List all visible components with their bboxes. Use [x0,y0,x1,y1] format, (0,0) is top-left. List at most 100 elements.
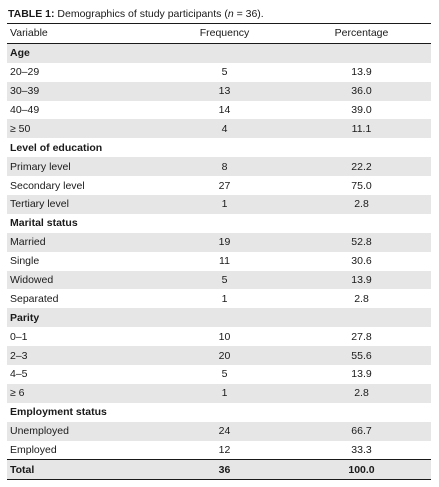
percentage-cell: 11.1 [292,119,431,139]
table-row: Primary level 8 22.2 [7,157,431,177]
percentage-cell: 75.0 [351,179,372,192]
frequency-cell: 5 [221,368,228,381]
caption-count: = 36). [233,8,264,20]
variable-cell: Marital status [10,217,78,230]
variable-cell: Single [10,255,40,268]
frequency-cell: 14 [218,104,231,116]
percentage-cell: 2.8 [292,195,431,214]
frequency-cell: 5 [221,66,228,79]
table-row: ≥ 50 4 11.1 [7,119,431,139]
frequency-cell: 8 [157,157,292,177]
column-header-percentage: Percentage [292,23,431,44]
section-header-row: Parity [7,308,431,328]
percentage-cell: 13.9 [292,270,431,290]
variable-cell: Unemployed [7,421,157,441]
frequency-cell: 10 [218,330,231,343]
percentage-cell: 2.8 [354,292,369,305]
percentage-cell [292,308,431,328]
frequency-cell: 27 [218,179,231,192]
frequency-cell: 1 [157,383,292,403]
percentage-cell [292,138,431,157]
frequency-cell: 19 [157,232,292,252]
section-header-row: Employment status [7,403,431,422]
frequency-cell: 1 [157,195,292,214]
frequency-cell [157,308,292,328]
frequency-cell: 36 [157,459,292,481]
caption-n-symbol: n [227,8,234,20]
variable-cell: Primary level [7,157,157,177]
percentage-cell: 2.8 [292,383,431,403]
variable-cell: Tertiary level [7,195,157,214]
frequency-cell: 5 [157,270,292,290]
percentage-cell: 22.2 [292,157,431,177]
table-row: Separated 1 2.8 [7,289,431,308]
table-row: 20–29 5 13.9 [7,63,431,82]
column-header-frequency: Frequency [157,23,292,44]
variable-cell: Total [7,459,157,481]
variable-cell: 30–39 [7,81,157,101]
variable-cell: Separated [10,292,59,305]
variable-cell: Secondary level [10,179,85,192]
percentage-cell: 39.0 [351,104,372,116]
percentage-cell: 13.9 [351,368,372,381]
variable-cell: Parity [7,308,157,328]
percentage-cell: 52.8 [292,232,431,252]
table-row: Employed 12 33.3 [7,441,431,460]
demographics-table: Variable Frequency Percentage Age 20–29 5 1… [7,23,431,481]
variable-cell: 4–5 [10,368,28,381]
table-row: Widowed 5 13.9 [7,270,431,290]
table-row: 2–3 20 55.6 [7,346,431,366]
percentage-cell: 66.7 [292,421,431,441]
variable-cell: Level of education [10,141,103,154]
variable-cell: ≥ 6 [7,383,157,403]
frequency-cell: 11 [219,255,230,268]
section-header-row: Age [7,43,431,63]
section-header-row: Marital status [7,214,431,233]
variable-cell: 2–3 [7,346,157,366]
table-row: 30–39 13 36.0 [7,81,431,101]
frequency-cell: 1 [221,292,228,305]
frequency-cell: 13 [157,81,292,101]
percentage-cell: 55.6 [292,346,431,366]
table-number-label: TABLE 1: [8,8,55,20]
percentage-cell [292,214,431,233]
frequency-cell [157,43,292,63]
table-row: Unemployed 24 66.7 [7,421,431,441]
total-row: Total 36 100.0 [7,459,431,481]
table-row: 0–1 10 27.8 [7,327,431,346]
table-row: Married 19 52.8 [7,232,431,252]
frequency-cell [157,214,292,233]
variable-cell: 40–49 [10,104,40,116]
frequency-cell: 20 [157,346,292,366]
percentage-cell [292,403,431,422]
table-row: ≥ 6 1 2.8 [7,383,431,403]
variable-cell: Employed [10,444,57,457]
frequency-cell [157,403,292,422]
frequency-cell: 12 [218,444,231,457]
variable-cell: Age [7,43,157,63]
frequency-cell [157,138,292,157]
frequency-cell: 4 [157,119,292,139]
variable-cell: ≥ 50 [7,119,157,139]
table-header-row: Variable Frequency Percentage [7,23,431,44]
table-row: 4–5 5 13.9 [7,365,431,384]
variable-cell: Married [7,232,157,252]
table-row: 40–49 14 39.0 [7,101,431,120]
caption-text: Demographics of study participants ( [54,8,228,20]
table-caption: TABLE 1: Demographics of study participa… [8,8,264,20]
percentage-cell: 27.8 [351,330,372,343]
section-header-row: Level of education [7,138,431,157]
variable-cell: 0–1 [10,330,28,343]
column-header-variable: Variable [7,23,157,44]
variable-cell: Widowed [7,270,157,290]
table-row: Tertiary level 1 2.8 [7,195,431,214]
percentage-cell: 33.3 [351,444,372,457]
variable-cell: Employment status [10,406,107,419]
percentage-cell [292,43,431,63]
table-row: Secondary level 27 75.0 [7,176,431,195]
percentage-cell: 30.6 [351,255,372,268]
variable-cell: 20–29 [10,66,40,79]
table-body: Age 20–29 5 13.9 30–39 13 36.0 40–49 14 39.0 ≥ 50 4… [7,43,431,481]
table-row: Single 11 30.6 [7,252,431,271]
percentage-cell: 13.9 [351,66,372,79]
